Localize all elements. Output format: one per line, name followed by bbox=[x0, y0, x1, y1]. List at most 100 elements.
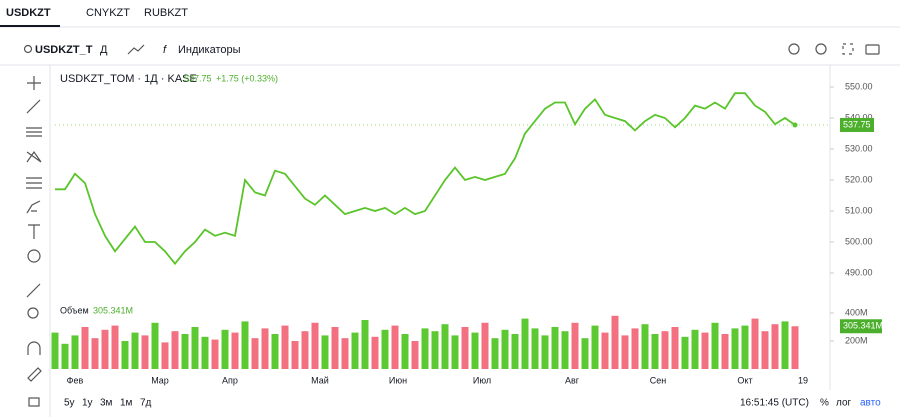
x-tick-label: Май bbox=[311, 375, 329, 385]
volume-bar bbox=[501, 329, 509, 369]
fib-tool[interactable] bbox=[26, 127, 42, 137]
indicators-button[interactable]: Индикаторы bbox=[178, 44, 241, 56]
volume-bar bbox=[421, 328, 429, 369]
volume-bar bbox=[61, 343, 69, 369]
replay-icon[interactable] bbox=[788, 43, 800, 55]
volume-bar bbox=[601, 332, 609, 369]
volume-bar bbox=[351, 332, 359, 369]
lock-tool[interactable] bbox=[28, 397, 40, 407]
volume-bar bbox=[491, 338, 499, 369]
emoji-tool[interactable] bbox=[27, 249, 41, 263]
last-price-box bbox=[840, 117, 874, 132]
volume-bar bbox=[141, 335, 149, 369]
chart-type-icon[interactable] bbox=[127, 44, 145, 55]
range-button[interactable]: 1м bbox=[120, 398, 133, 409]
y-tick-label: 500.00 bbox=[845, 236, 873, 246]
volume-bar bbox=[641, 324, 649, 369]
last-price-dot bbox=[792, 122, 798, 128]
volume-bar bbox=[121, 341, 129, 369]
trendline-tool[interactable] bbox=[26, 99, 41, 114]
x-tick-label: Мар bbox=[151, 375, 169, 385]
crosshair-tool[interactable] bbox=[27, 76, 41, 90]
volume-bar bbox=[271, 334, 279, 369]
volume-bar bbox=[221, 329, 229, 369]
snapshot-icon[interactable] bbox=[865, 44, 880, 55]
volume-bar bbox=[731, 328, 739, 369]
tab[interactable]: CNYKZT bbox=[86, 7, 130, 19]
interval-button[interactable]: Д bbox=[100, 44, 108, 56]
auto-toggle[interactable]: авто bbox=[860, 398, 881, 409]
log-toggle[interactable]: лог bbox=[836, 398, 852, 409]
volume-bar bbox=[101, 329, 109, 369]
volume-bar bbox=[431, 331, 439, 369]
volume-bar bbox=[241, 321, 249, 369]
volume-bar bbox=[441, 324, 449, 369]
tab[interactable]: RUBKZT bbox=[144, 7, 188, 19]
volume-bar bbox=[161, 342, 169, 369]
volume-bar bbox=[741, 325, 749, 369]
brush-tool[interactable] bbox=[26, 200, 41, 214]
last-price-label: 537.75 bbox=[843, 119, 871, 129]
volume-bar bbox=[261, 328, 269, 369]
volume-bar bbox=[481, 322, 489, 369]
volume-bar bbox=[611, 315, 619, 369]
volume-bar bbox=[171, 331, 179, 369]
volume-bar bbox=[361, 320, 369, 369]
y-tick-label: 520.00 bbox=[845, 174, 873, 184]
zoom-tool[interactable] bbox=[27, 307, 39, 319]
y-tick-label: 490.00 bbox=[845, 267, 873, 277]
volume-bar bbox=[81, 327, 89, 369]
magnet-tool[interactable] bbox=[27, 341, 41, 355]
range-button[interactable]: 1у bbox=[82, 398, 93, 409]
chart-title: USDKZT_TOM · 1Д · KASE bbox=[60, 73, 197, 85]
volume-bar bbox=[111, 325, 119, 369]
volume-bar bbox=[151, 322, 159, 369]
range-button[interactable]: 3м bbox=[100, 398, 113, 409]
volume-bar bbox=[251, 338, 259, 369]
volume-bar bbox=[311, 322, 319, 369]
settings-icon[interactable] bbox=[815, 43, 827, 55]
volume-tick-label: 200M bbox=[845, 335, 868, 345]
header-change: +1.75 (+0.33%) bbox=[216, 73, 278, 83]
x-tick-label: Окт bbox=[737, 375, 752, 385]
volume-bar bbox=[761, 331, 769, 369]
volume-bar bbox=[391, 325, 399, 369]
clock: 16:51:45 (UTC) bbox=[740, 398, 809, 409]
volume-bar bbox=[791, 326, 799, 369]
projection-tool[interactable] bbox=[26, 177, 42, 189]
x-tick-label: Сен bbox=[650, 375, 667, 385]
tab[interactable]: USDKZT bbox=[6, 7, 51, 19]
volume-bar bbox=[521, 318, 529, 369]
volume-bar bbox=[211, 339, 219, 369]
volume-bar bbox=[471, 332, 479, 369]
volume-bar bbox=[201, 336, 209, 369]
fullscreen-icon[interactable] bbox=[842, 43, 854, 55]
volume-bar bbox=[411, 341, 419, 369]
pattern-tool[interactable] bbox=[26, 150, 42, 163]
volume-bar bbox=[771, 324, 779, 369]
volume-bar bbox=[651, 334, 659, 369]
volume-bar bbox=[751, 318, 759, 369]
ruler-tool[interactable] bbox=[26, 283, 41, 298]
y-tick-label: 550.00 bbox=[845, 81, 873, 91]
volume-bar bbox=[511, 334, 519, 369]
lock-draw-tool[interactable] bbox=[27, 367, 42, 382]
range-button[interactable]: 5у bbox=[64, 398, 75, 409]
y-tick-label: 540.00 bbox=[845, 112, 873, 122]
percent-toggle[interactable]: % bbox=[820, 398, 829, 409]
volume-bar bbox=[401, 334, 409, 369]
volume-bar bbox=[341, 338, 349, 369]
x-tick-label: Апр bbox=[222, 375, 238, 385]
volume-bar bbox=[451, 335, 459, 369]
range-button[interactable]: 7д bbox=[140, 398, 152, 409]
text-tool[interactable] bbox=[28, 224, 40, 239]
volume-bar bbox=[321, 335, 329, 369]
volume-bar bbox=[541, 335, 549, 369]
volume-bar bbox=[671, 327, 679, 369]
x-tick-label: Июл bbox=[473, 375, 491, 385]
volume-bar bbox=[691, 329, 699, 369]
volume-bar bbox=[571, 322, 579, 369]
symbol-search[interactable]: USDKZT_T bbox=[35, 44, 93, 56]
volume-bar bbox=[631, 328, 639, 369]
